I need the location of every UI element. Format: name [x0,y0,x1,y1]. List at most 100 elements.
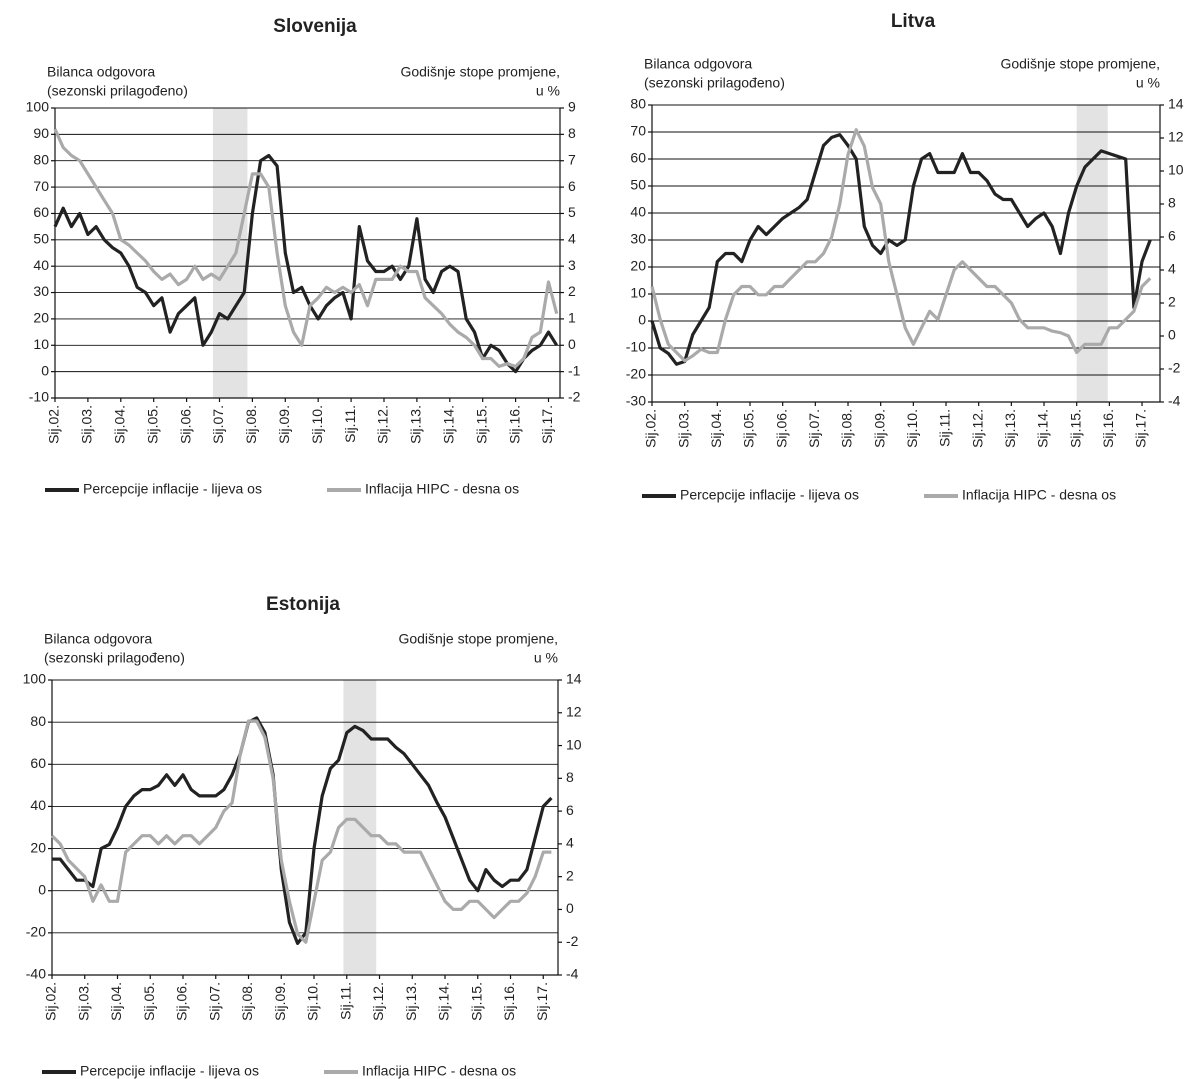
series-line [650,128,1152,363]
x-tick-label: Sij.02. [46,405,62,444]
y2-tick-label: -2 [1168,360,1181,376]
y-axis-label: Bilanca odgovora [47,64,155,80]
x-tick-label: Sij.12. [370,982,386,1021]
y-tick-label: 50 [630,177,646,193]
y-tick-label: 70 [33,178,49,194]
y2-tick-label: 2 [566,867,574,883]
x-tick-label: Sij.10. [904,409,920,448]
y2-tick-label: 2 [1168,294,1176,310]
y-tick-label: 30 [33,283,49,299]
shaded-period [343,680,377,975]
x-tick-label: Sij.10. [309,405,325,444]
x-tick-label: Sij.10. [305,982,321,1021]
y-tick-label: 90 [33,125,49,141]
legend-label: Percepcije inflacije - lijeva os [680,487,859,503]
series-line [650,133,1152,366]
x-tick-label: Sij.03. [79,405,95,444]
y2-tick-label: 6 [568,178,576,194]
y2-tick-label: 14 [566,671,582,687]
series-line [52,716,553,945]
x-tick-label: Sij.15. [473,405,489,444]
y2-tick-label: 4 [568,231,576,247]
x-tick-label: Sij.04. [108,982,124,1021]
y2-tick-label: -4 [566,966,579,982]
x-tick-label: Sij.13. [408,405,424,444]
y2-tick-label: 6 [566,802,574,818]
chart-title: Slovenija [273,16,357,37]
y-tick-label: -10 [29,389,49,405]
y-tick-label: 80 [33,151,49,167]
x-tick-label: Sij.07. [210,405,226,444]
y-axis-label: (sezonski prilagođeno) [47,83,188,99]
y-tick-label: 100 [23,671,47,687]
y2-tick-label: 9 [568,99,576,115]
y2-tick-label: 4 [566,835,574,851]
y-tick-label: 70 [630,123,646,139]
x-tick-label: Sij.15. [468,982,484,1021]
y-tick-label: 80 [30,713,46,729]
x-tick-label: Sij.16. [1100,409,1116,448]
y2-tick-label: 0 [568,336,576,352]
y-tick-label: 60 [630,150,646,166]
y-tick-label: 80 [630,96,646,112]
x-tick-label: Sij.08. [239,982,255,1021]
y2-tick-label: 3 [568,257,576,273]
y2-tick-label: 1 [568,310,576,326]
y2-axis-label: u % [534,650,558,666]
x-tick-label: Sij.08. [839,409,855,448]
legend-label: Inflacija HIPC - desna os [962,487,1116,503]
y2-tick-label: 10 [1168,162,1184,178]
x-tick-label: Sij.07. [206,982,222,1021]
x-tick-label: Sij.09. [272,982,288,1021]
legend-label: Inflacija HIPC - desna os [362,1063,516,1079]
y2-tick-label: -1 [568,362,581,378]
x-tick-label: Sij.09. [871,409,887,448]
y-tick-label: -20 [26,924,46,940]
y-tick-label: -30 [626,393,646,409]
x-tick-label: Sij.13. [1002,409,1018,448]
series-line [53,128,559,368]
y2-tick-label: 0 [566,900,574,916]
y-tick-label: 50 [33,231,49,247]
legend-label: Percepcije inflacije - lijeva os [83,481,262,497]
legend-label: Percepcije inflacije - lijeva os [80,1063,259,1079]
x-tick-label: Sij.05. [141,982,157,1021]
x-tick-label: Sij.11. [937,409,953,447]
x-tick-label: Sij.05. [144,405,160,444]
y-tick-label: 0 [38,881,46,897]
x-tick-label: Sij.17. [539,405,555,444]
y-tick-label: 40 [630,204,646,220]
y2-tick-label: 0 [1168,327,1176,343]
y2-axis-label: u % [536,83,560,99]
x-tick-label: Sij.15. [1067,409,1083,448]
shaded-period [1076,105,1108,402]
x-tick-label: Sij.12. [375,405,391,444]
y2-tick-label: 5 [568,204,576,220]
y2-tick-label: 14 [1168,96,1184,112]
y-tick-label: 20 [630,258,646,274]
y-axis-label: (sezonski prilagođeno) [44,650,185,666]
x-tick-label: Sij.14. [436,982,452,1021]
y-tick-label: 20 [30,839,46,855]
y2-tick-label: 10 [566,736,582,752]
y-axis-label: Bilanca odgovora [44,631,152,647]
x-tick-label: Sij.02. [43,982,59,1021]
x-tick-label: Sij.08. [243,405,259,444]
x-tick-label: Sij.14. [1035,409,1051,448]
shaded-period [212,108,248,398]
y2-tick-label: 8 [566,769,574,785]
x-tick-label: Sij.14. [440,405,456,444]
y2-tick-label: 4 [1168,261,1176,277]
y2-axis-label: Godišnje stope promjene, [400,64,560,80]
x-tick-label: Sij.03. [675,409,691,448]
y-tick-label: -20 [626,366,646,382]
y2-tick-label: 12 [1168,129,1184,145]
y2-axis-label: Godišnje stope promjene, [1000,56,1160,72]
y2-tick-label: -2 [568,389,581,405]
x-tick-label: Sij.16. [506,405,522,444]
x-tick-label: Sij.04. [708,409,724,448]
y-tick-label: 40 [30,797,46,813]
y-axis-label: Bilanca odgovora [644,56,752,72]
y-tick-label: 60 [30,755,46,771]
